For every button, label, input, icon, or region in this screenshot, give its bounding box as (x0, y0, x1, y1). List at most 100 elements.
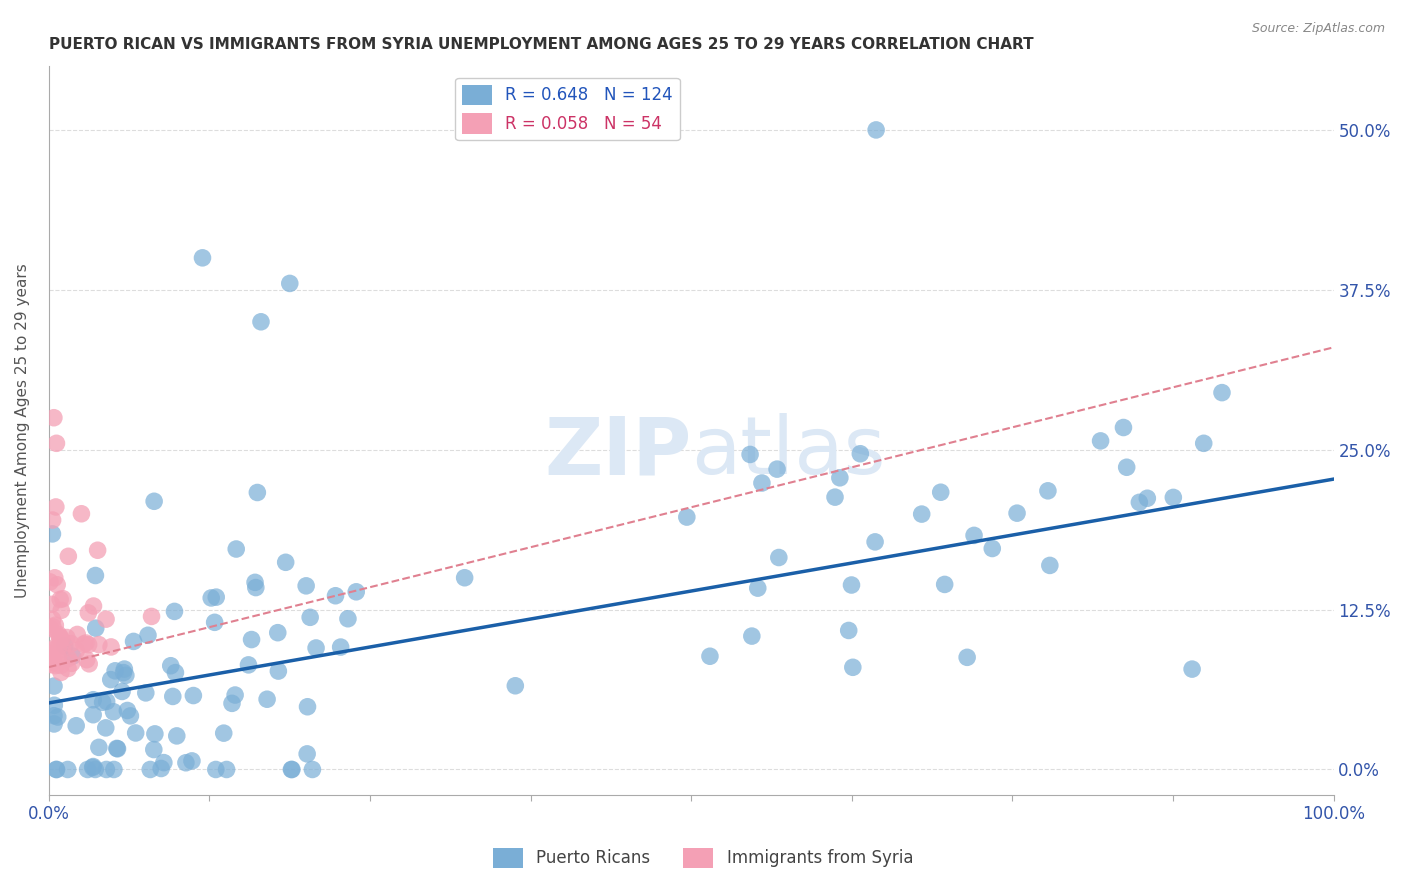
Point (181, 754, 204, 768)
Point (215, 763, 238, 777)
Point (112, 662, 135, 676)
Point (224, 688, 246, 702)
Point (45, 763, 67, 777)
Point (103, 705, 125, 719)
Point (956, 650, 979, 665)
Point (96, 763, 118, 777)
Point (42, 655, 65, 669)
Point (77, 638, 100, 652)
Point (46, 578, 69, 592)
Point (41, 646, 63, 660)
Point (82, 599, 104, 613)
Y-axis label: Unemployment Among Ages 25 to 29 years: Unemployment Among Ages 25 to 29 years (15, 263, 30, 598)
Point (82, 760, 104, 774)
Point (295, 579, 318, 593)
Point (73, 637, 96, 651)
Point (238, 657, 260, 672)
Point (86, 543, 108, 558)
Point (165, 665, 187, 680)
Point (100, 640, 122, 654)
Point (751, 475, 773, 490)
Point (66, 627, 89, 641)
Point (295, 747, 318, 761)
Point (1115, 460, 1137, 475)
Point (82, 692, 104, 706)
Point (39, 621, 62, 635)
Point (41, 612, 63, 626)
Point (39, 654, 62, 668)
Point (1128, 495, 1150, 509)
Point (56, 763, 79, 777)
Point (267, 625, 290, 640)
Point (1036, 483, 1059, 498)
Point (122, 634, 145, 648)
Point (225, 541, 247, 556)
Point (65, 719, 87, 733)
Point (256, 692, 278, 706)
Point (828, 471, 851, 485)
Point (963, 528, 986, 542)
Point (84, 763, 107, 777)
Point (929, 485, 952, 500)
Point (150, 762, 173, 776)
Point (42, 642, 65, 657)
Point (112, 665, 135, 680)
Point (1192, 436, 1215, 450)
Point (212, 726, 235, 740)
Point (49, 631, 72, 645)
Point (44, 698, 66, 713)
Point (166, 729, 188, 743)
Point (250, 315, 273, 329)
Point (1039, 558, 1062, 573)
Point (267, 664, 290, 678)
Point (1136, 491, 1159, 506)
Point (44, 618, 66, 632)
Point (111, 684, 134, 698)
Point (56, 661, 79, 675)
Point (842, 660, 865, 674)
Point (159, 658, 181, 673)
Point (143, 494, 166, 508)
Point (841, 578, 863, 592)
Point (107, 741, 129, 756)
Text: PUERTO RICAN VS IMMIGRANTS FROM SYRIA UNEMPLOYMENT AMONG AGES 25 TO 29 YEARS COR: PUERTO RICAN VS IMMIGRANTS FROM SYRIA UN… (49, 37, 1033, 53)
Point (42, 717, 65, 731)
Point (82, 759, 104, 773)
Point (297, 699, 319, 714)
Point (136, 628, 159, 642)
Point (1112, 420, 1135, 434)
Point (453, 571, 475, 585)
Point (56, 631, 79, 645)
Point (39, 648, 62, 662)
Point (76, 653, 98, 667)
Point (325, 589, 347, 603)
Point (104, 664, 127, 678)
Point (39, 657, 62, 672)
Text: atlas: atlas (692, 413, 886, 491)
Point (48, 640, 70, 654)
Point (204, 615, 226, 630)
Point (163, 604, 186, 618)
Point (329, 640, 352, 654)
Point (65, 643, 87, 657)
Point (49, 658, 72, 673)
Point (1181, 662, 1204, 676)
Point (204, 763, 226, 777)
Point (46, 650, 69, 665)
Point (344, 584, 367, 599)
Point (139, 763, 162, 777)
Point (153, 756, 176, 770)
Point (53, 639, 76, 653)
Point (741, 629, 763, 643)
Point (766, 462, 789, 476)
Point (103, 763, 125, 777)
Point (142, 742, 165, 756)
Point (75, 636, 97, 650)
Point (336, 612, 359, 626)
Point (125, 726, 148, 740)
Point (94, 612, 117, 626)
Legend: R = 0.648   N = 124, R = 0.058   N = 54: R = 0.648 N = 124, R = 0.058 N = 54 (456, 78, 679, 140)
Point (42, 410, 65, 425)
Point (87, 638, 110, 652)
Point (58, 651, 80, 665)
